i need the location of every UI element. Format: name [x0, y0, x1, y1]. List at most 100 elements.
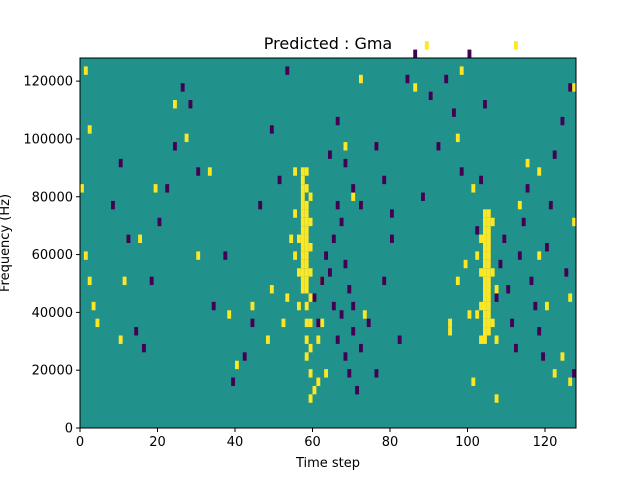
- heatmap-cell-high: [300, 268, 305, 277]
- heatmap-cell-low: [196, 167, 201, 176]
- heatmap-cell-high: [297, 301, 301, 311]
- heatmap-cell-high: [483, 276, 487, 286]
- heatmap-cell-low: [467, 49, 472, 58]
- heatmap-cell-low: [126, 234, 131, 243]
- heatmap-cell-high: [486, 310, 491, 319]
- heatmap-cell-low: [494, 293, 499, 302]
- heatmap-cell-high: [486, 293, 491, 302]
- heatmap-cell-high: [359, 74, 363, 84]
- heatmap-cell-high: [308, 394, 313, 403]
- heatmap-cell-high: [479, 335, 484, 344]
- x-tick-label: 60: [304, 435, 321, 450]
- heatmap-cell-high: [486, 217, 491, 227]
- heatmap-background: [80, 58, 576, 428]
- heatmap-cell-high: [514, 41, 518, 50]
- heatmap-cell-low: [277, 175, 282, 185]
- heatmap-cell-high: [304, 226, 309, 235]
- heatmap-cell-high: [304, 234, 309, 243]
- heatmap-cell-high: [300, 259, 305, 269]
- heatmap-cell-high: [304, 217, 309, 227]
- heatmap-cell-low: [382, 276, 387, 286]
- heatmap-cell-high: [483, 327, 487, 336]
- heatmap-cell-low: [510, 318, 515, 328]
- heatmap-cell-high: [304, 352, 309, 361]
- heatmap-cell-low: [258, 200, 263, 210]
- heatmap-cell-high: [83, 251, 88, 260]
- heatmap-cell-high: [362, 310, 367, 319]
- heatmap-cell-high: [304, 285, 309, 294]
- heatmap-cell-high: [308, 192, 313, 201]
- heatmap-cell-high: [537, 167, 542, 176]
- heatmap-cell-high: [304, 184, 309, 193]
- heatmap-cell-high: [308, 243, 313, 252]
- heatmap-cell-high: [455, 133, 460, 143]
- y-tick-label: 20000: [32, 364, 73, 379]
- heatmap-cell-low: [436, 142, 441, 151]
- heatmap-cell-high: [486, 226, 491, 235]
- heatmap-cell-high: [207, 167, 212, 176]
- heatmap-cell-high: [266, 335, 270, 344]
- heatmap-cell-high: [297, 234, 301, 243]
- heatmap-cell-high: [87, 276, 92, 286]
- heatmap-cell-high: [118, 335, 123, 344]
- heatmap-cell-low: [328, 150, 332, 159]
- heatmap-cell-low: [479, 175, 484, 185]
- heatmap-cell-high: [494, 335, 499, 344]
- heatmap-cell-low: [444, 74, 449, 84]
- heatmap-cell-high: [80, 184, 84, 193]
- y-tick-label: 100000: [23, 132, 73, 147]
- heatmap-cell-low: [173, 142, 177, 151]
- heatmap-cell-high: [227, 310, 232, 319]
- heatmap-cell-high: [343, 142, 348, 151]
- heatmap-cell-low: [324, 251, 329, 260]
- heatmap-cell-low: [428, 91, 433, 101]
- heatmap-cell-high: [91, 301, 96, 311]
- heatmap-cell-low: [405, 74, 410, 84]
- heatmap-cell-high: [304, 251, 309, 260]
- heatmap-cell-low: [211, 301, 216, 311]
- heatmap-cell-low: [118, 158, 123, 168]
- heatmap-cell-low: [366, 318, 371, 328]
- heatmap-cell-high: [293, 167, 298, 176]
- heatmap-cell-low: [165, 184, 170, 193]
- heatmap-cell-low: [359, 200, 363, 210]
- heatmap-cell-low: [541, 352, 546, 361]
- heatmap-cell-low: [537, 327, 542, 336]
- heatmap-cell-high: [304, 301, 309, 311]
- heatmap-cell-high: [308, 217, 313, 227]
- heatmap-cell-high: [308, 318, 313, 328]
- heatmap-cell-high: [293, 209, 298, 218]
- heatmap-cell-high: [300, 217, 305, 227]
- heatmap-cell-low: [529, 276, 534, 286]
- heatmap-cell-low: [351, 184, 356, 193]
- heatmap-cell-low: [359, 343, 363, 353]
- heatmap-cell-high: [304, 259, 309, 269]
- heatmap-cell-high: [304, 318, 309, 328]
- heatmap-cell-low: [351, 301, 356, 311]
- heatmap-cell-high: [424, 41, 429, 50]
- heatmap-cell-high: [486, 301, 491, 311]
- heatmap-cell-high: [490, 318, 495, 328]
- heatmap-cell-high: [471, 377, 476, 386]
- heatmap-cell-low: [502, 234, 507, 243]
- heatmap-cell-high: [196, 251, 201, 260]
- heatmap-cell-high: [537, 251, 542, 260]
- y-axis-ticks: 0 20000 40000 60000 80000 100000 120000: [23, 75, 80, 437]
- heatmap-cell-low: [560, 116, 565, 126]
- heatmap-cell-low: [351, 327, 356, 336]
- y-tick-label: 80000: [32, 190, 73, 205]
- heatmap-cell-high: [455, 276, 460, 286]
- heatmap-cell-high: [486, 243, 491, 252]
- heatmap-cell-high: [300, 226, 305, 235]
- heatmap-cell-high: [483, 318, 487, 328]
- heatmap-cell-low: [475, 226, 480, 235]
- heatmap-cell-high: [479, 268, 484, 277]
- heatmap-cell-high: [300, 200, 305, 210]
- heatmap-cell-high: [448, 327, 453, 336]
- heatmap-cell-low: [339, 217, 344, 227]
- heatmap-cell-low: [552, 150, 557, 159]
- heatmap-cell-high: [486, 251, 491, 260]
- heatmap-cell-high: [475, 310, 480, 319]
- heatmap-cell-low: [331, 234, 336, 243]
- heatmap-cell-high: [308, 369, 313, 378]
